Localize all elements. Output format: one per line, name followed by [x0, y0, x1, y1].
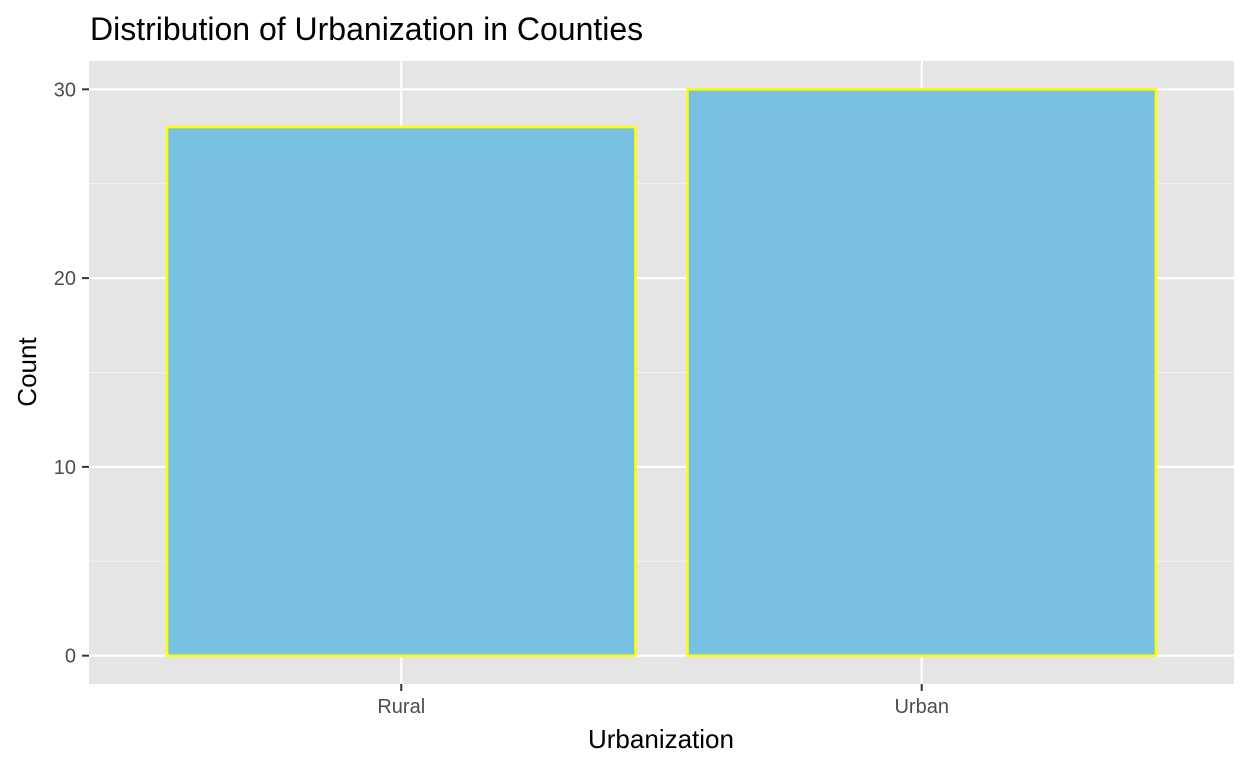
bar-rural — [165, 125, 637, 657]
y-axis: 0 10 20 30 — [54, 79, 89, 668]
y-tick-label: 10 — [54, 457, 76, 479]
x-axis: Rural Urban — [377, 684, 949, 718]
bars-group — [165, 88, 1158, 657]
y-axis-title: Count — [12, 337, 42, 407]
x-tick-label: Urban — [894, 696, 948, 718]
y-tick-label: 30 — [54, 79, 76, 101]
chart-title: Distribution of Urbanization in Counties — [90, 11, 643, 47]
bar-urban — [686, 88, 1158, 657]
y-tick-label: 0 — [65, 646, 76, 668]
x-tick-label: Rural — [377, 696, 425, 718]
y-tick-label: 20 — [54, 268, 76, 290]
x-axis-title: Urbanization — [588, 724, 734, 754]
